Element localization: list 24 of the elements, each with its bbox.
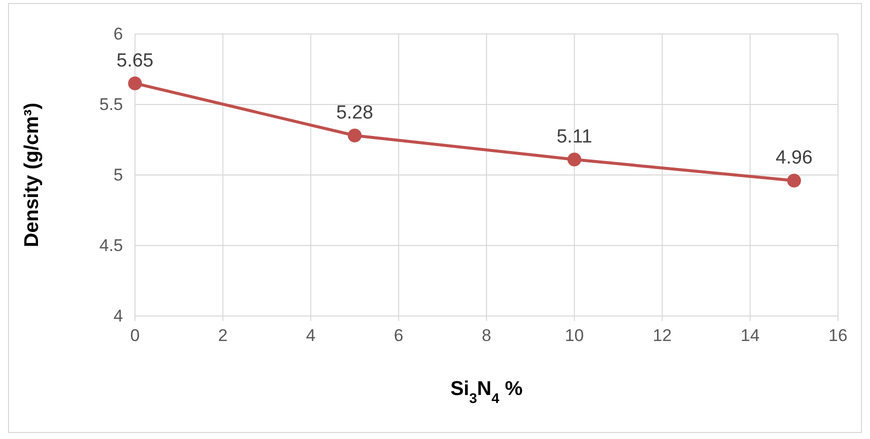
y-tick-label: 4: [114, 306, 123, 326]
point: [787, 174, 801, 188]
x-tick-label: 0: [130, 326, 140, 346]
data-label: 5.28: [336, 102, 374, 124]
data-label: 5.11: [556, 126, 592, 148]
point: [348, 128, 362, 142]
y-axis-title: Density (g/cm³): [21, 102, 43, 248]
x-tick-label: 4: [306, 326, 316, 346]
x-axis-title: Si$_{3}$N$_{4}$ %: [450, 378, 523, 406]
y-tick-label: 5.5: [99, 94, 123, 114]
point: [567, 152, 582, 166]
data-label: 4.96: [776, 148, 813, 169]
x-tick-label: 8: [482, 326, 492, 346]
y-tick-label: 6: [114, 24, 123, 44]
x-tick-label: 14: [740, 326, 760, 346]
x-tick-label: 2: [218, 326, 228, 346]
data-label: 5.65: [116, 50, 154, 72]
x-tick-label: 16: [828, 326, 848, 346]
x-tick-label: 6: [394, 326, 404, 346]
x-tick-label: 12: [652, 326, 672, 346]
y-tick-label: 4.5: [99, 236, 123, 255]
y-tick-label: 5: [114, 165, 123, 184]
x-tick-label: 10: [564, 326, 584, 346]
point: [128, 76, 142, 90]
